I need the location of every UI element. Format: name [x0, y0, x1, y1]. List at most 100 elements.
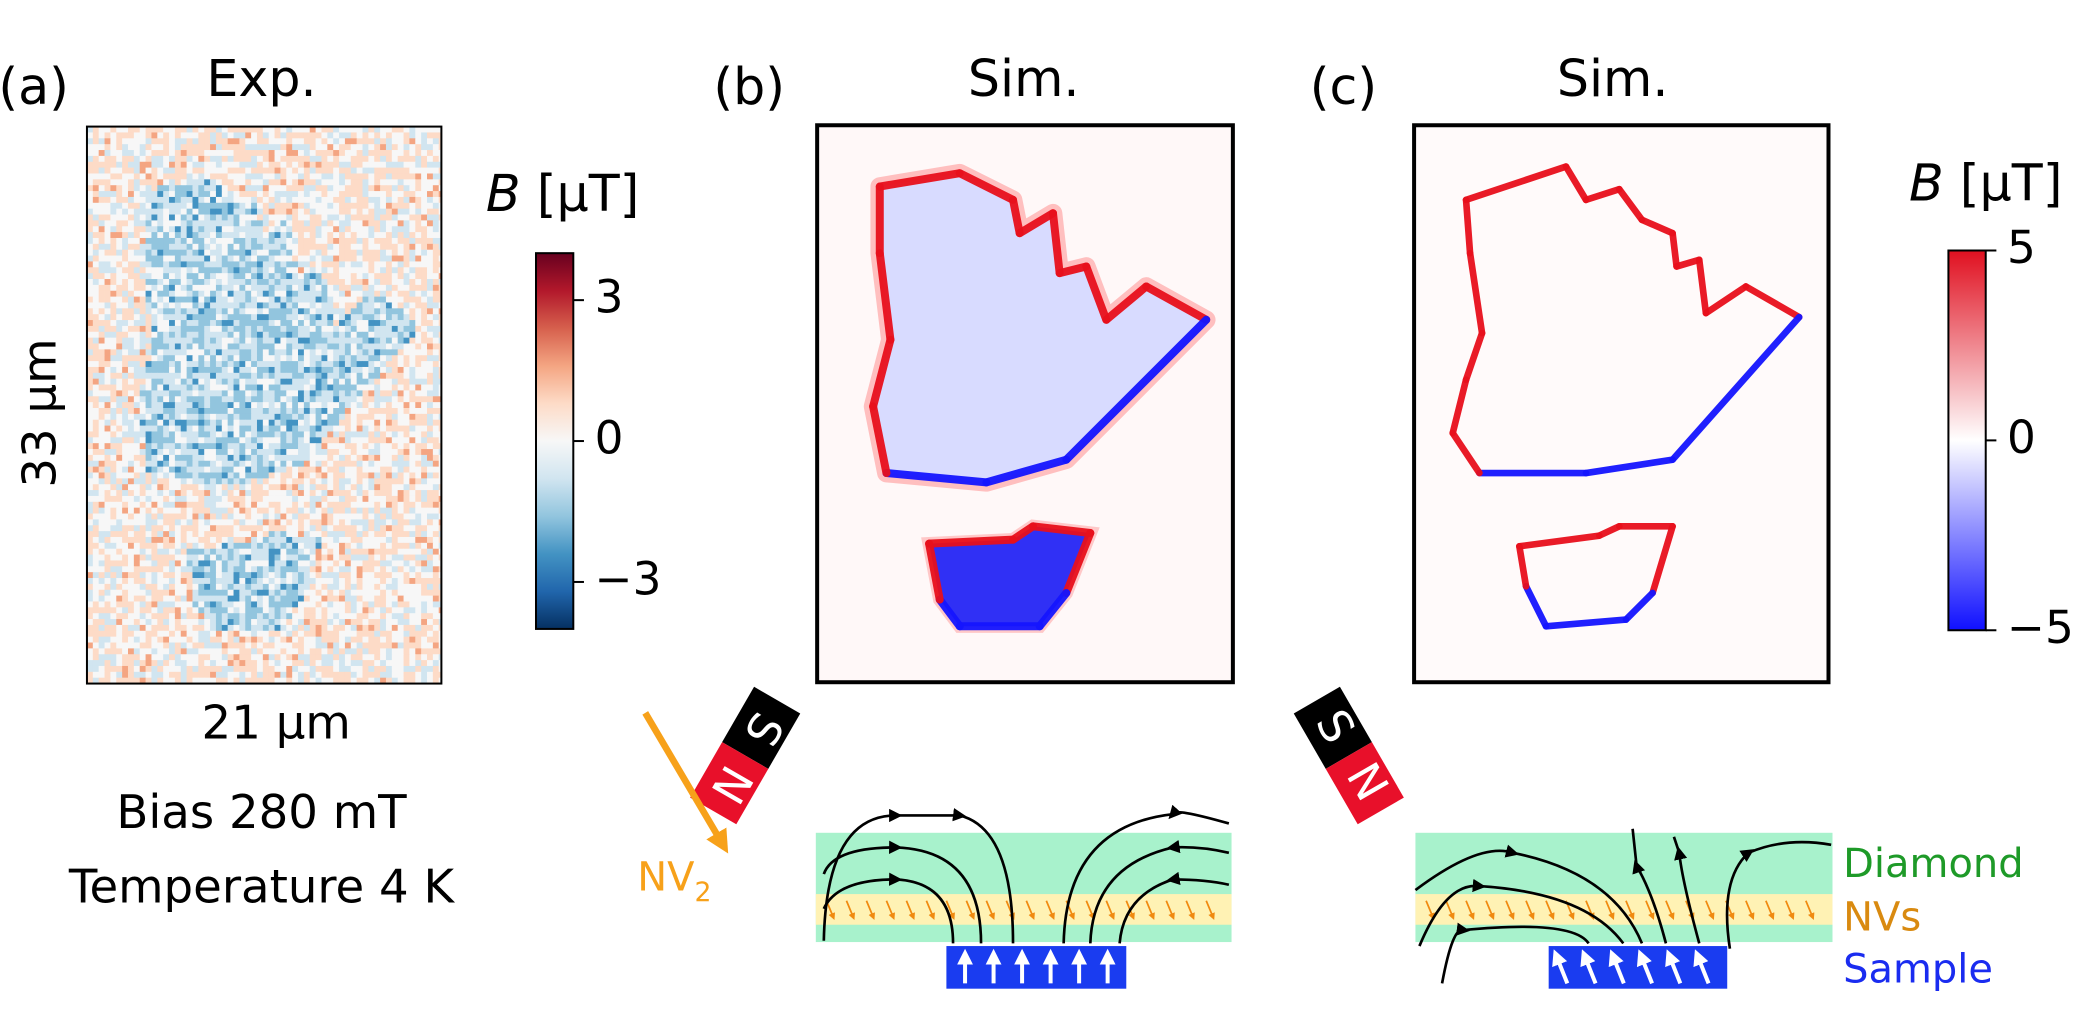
map-pixel — [122, 572, 129, 579]
map-pixel — [221, 372, 229, 380]
map-pixel — [145, 255, 152, 262]
map-pixel — [227, 425, 234, 432]
map-pixel — [356, 402, 363, 409]
map-pixel — [438, 554, 442, 561]
map-pixel — [186, 501, 193, 509]
map-pixel — [239, 589, 246, 597]
map-pixel — [315, 132, 322, 139]
map-pixel — [151, 279, 158, 286]
map-pixel — [391, 243, 399, 251]
map-pixel — [274, 443, 281, 450]
map-pixel — [427, 595, 434, 602]
map-pixel — [385, 167, 393, 174]
map-pixel — [169, 454, 176, 462]
map-pixel — [92, 513, 100, 520]
map-pixel — [215, 425, 223, 432]
map-pixel — [133, 490, 141, 497]
map-pixel — [221, 566, 229, 573]
map-pixel — [380, 155, 387, 163]
map-pixel — [421, 572, 428, 579]
map-pixel — [403, 150, 410, 157]
map-pixel — [245, 255, 252, 262]
map-pixel — [169, 273, 176, 280]
map-pixel — [116, 378, 123, 385]
map-pixel — [327, 185, 334, 192]
map-pixel — [86, 284, 94, 292]
map-pixel — [421, 243, 428, 251]
map-pixel — [321, 513, 328, 520]
map-pixel — [356, 425, 363, 432]
map-pixel — [198, 536, 205, 544]
map-pixel — [350, 232, 358, 239]
map-pixel — [133, 308, 141, 315]
map-pixel — [215, 220, 223, 227]
map-pixel — [169, 390, 176, 397]
map-pixel — [145, 202, 152, 210]
map-pixel — [145, 267, 152, 274]
map-pixel — [356, 320, 363, 327]
map-pixel — [274, 589, 281, 597]
map-pixel — [104, 220, 111, 227]
map-pixel — [251, 566, 258, 573]
map-pixel — [262, 349, 270, 356]
map-pixel — [362, 355, 369, 362]
map-pixel — [339, 531, 346, 538]
map-pixel — [122, 431, 129, 438]
map-pixel — [210, 267, 217, 274]
map-pixel — [210, 279, 217, 286]
map-pixel — [339, 601, 346, 608]
map-pixel — [409, 402, 416, 409]
map-pixel — [374, 460, 381, 468]
map-pixel — [163, 378, 170, 385]
map-pixel — [280, 302, 287, 309]
map-pixel — [221, 167, 229, 174]
map-pixel — [409, 296, 416, 303]
map-pixel — [315, 314, 322, 321]
map-pixel — [309, 431, 317, 438]
map-pixel — [233, 167, 240, 174]
map-pixel — [192, 572, 199, 579]
map-pixel — [86, 126, 94, 133]
map-pixel — [116, 583, 123, 591]
map-pixel — [415, 408, 422, 415]
map-pixel — [256, 419, 264, 426]
map-pixel — [280, 314, 287, 321]
map-pixel — [174, 495, 182, 503]
map-pixel — [133, 226, 141, 233]
map-pixel — [169, 378, 176, 385]
map-pixel — [409, 150, 416, 157]
map-pixel — [327, 425, 334, 432]
map-pixel — [415, 308, 422, 315]
map-pixel — [122, 601, 129, 608]
map-pixel — [174, 325, 182, 333]
map-pixel — [333, 507, 340, 514]
map-pixel — [286, 548, 293, 555]
map-pixel — [133, 531, 141, 538]
map-pixel — [356, 378, 363, 385]
map-pixel — [110, 589, 117, 597]
map-pixel — [133, 161, 141, 169]
map-pixel — [204, 320, 211, 327]
map-pixel — [374, 507, 381, 514]
map-pixel — [403, 378, 410, 385]
map-pixel — [333, 302, 340, 309]
map-pixel — [274, 501, 281, 509]
map-pixel — [157, 460, 164, 468]
map-pixel — [133, 513, 141, 520]
map-pixel — [292, 601, 299, 608]
map-pixel — [280, 343, 287, 350]
map-pixel — [292, 495, 299, 503]
map-pixel — [262, 431, 270, 438]
map-pixel — [139, 513, 146, 520]
map-pixel — [397, 554, 404, 561]
map-pixel — [380, 202, 387, 210]
map-pixel — [262, 378, 270, 385]
map-pixel — [344, 513, 352, 520]
map-pixel — [350, 554, 358, 561]
map-pixel — [397, 484, 404, 491]
map-pixel — [221, 519, 229, 526]
map-pixel — [233, 214, 240, 221]
map-pixel — [180, 261, 188, 268]
map-pixel — [215, 191, 223, 198]
map-pixel — [315, 185, 322, 192]
